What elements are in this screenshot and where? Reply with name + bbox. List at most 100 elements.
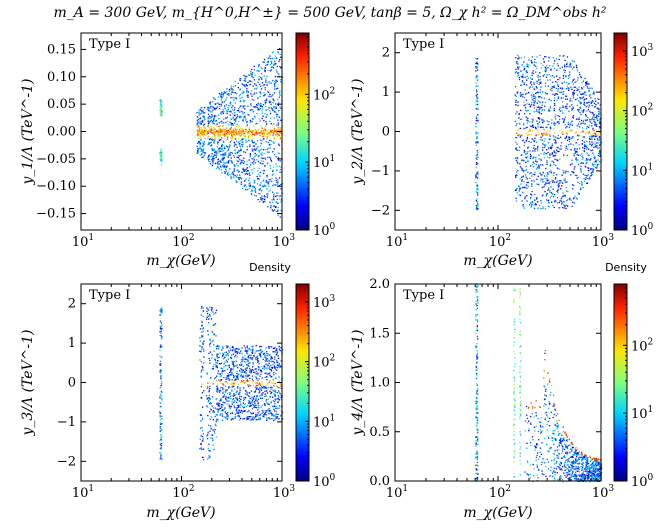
data-point (477, 97, 479, 99)
data-point (212, 132, 214, 135)
data-point (580, 113, 582, 116)
data-point (520, 84, 523, 86)
data-point (582, 187, 584, 189)
data-point (595, 142, 597, 144)
data-point (228, 386, 230, 388)
data-point (269, 101, 272, 103)
data-point (230, 137, 232, 139)
data-point (203, 143, 205, 145)
data-point (561, 203, 563, 205)
data-point (569, 73, 571, 75)
data-point (527, 150, 529, 153)
data-point (586, 119, 588, 121)
data-point (244, 355, 246, 357)
data-point (244, 371, 246, 373)
data-point (248, 80, 251, 82)
data-point (234, 382, 236, 385)
data-point (566, 85, 568, 87)
data-point (593, 142, 595, 144)
data-point (533, 104, 535, 107)
data-point (228, 366, 230, 368)
data-point (256, 113, 258, 115)
data-point (476, 208, 478, 211)
data-point (228, 350, 230, 352)
data-point (244, 370, 246, 373)
data-point (220, 105, 223, 107)
data-point (569, 105, 571, 108)
data-point (270, 140, 273, 142)
data-point (263, 184, 265, 186)
data-point (535, 86, 537, 88)
data-point (278, 60, 280, 63)
data-point (265, 372, 267, 374)
data-point (215, 335, 217, 337)
data-point (233, 385, 235, 388)
data-point (586, 125, 588, 128)
data-point (238, 400, 241, 402)
data-point (219, 363, 221, 365)
data-point (222, 159, 225, 161)
data-point (203, 134, 205, 136)
data-point (257, 198, 259, 201)
data-point (222, 134, 224, 136)
data-point (274, 63, 276, 65)
data-point (237, 411, 239, 413)
data-point (267, 183, 269, 185)
data-point (215, 362, 217, 364)
data-point (160, 164, 163, 166)
data-point (232, 124, 234, 126)
data-point (221, 137, 223, 139)
data-point (476, 75, 478, 77)
data-point (212, 160, 214, 162)
data-point (581, 182, 583, 184)
data-point (242, 381, 245, 384)
data-point (161, 435, 163, 437)
data-point (270, 144, 272, 146)
data-point (203, 362, 205, 364)
data-point (253, 106, 255, 108)
data-point (201, 121, 203, 123)
data-point (593, 114, 595, 116)
data-point (211, 308, 213, 310)
data-point (575, 132, 577, 134)
data-point (521, 176, 523, 178)
data-point (211, 405, 213, 407)
data-point (259, 346, 261, 348)
data-point (275, 177, 277, 179)
data-point (596, 115, 598, 117)
data-point (231, 134, 233, 136)
data-point (526, 119, 528, 121)
data-point (257, 414, 259, 416)
data-point (269, 374, 271, 377)
data-point (254, 189, 256, 192)
data-point (249, 144, 251, 146)
data-point (231, 161, 233, 163)
data-point (553, 138, 555, 141)
data-point (230, 93, 232, 95)
data-point (218, 404, 220, 406)
data-point (202, 343, 204, 346)
data-point (269, 165, 271, 167)
data-point (236, 397, 238, 399)
data-point (526, 181, 528, 184)
data-point (209, 342, 211, 344)
data-point (236, 398, 239, 401)
data-point (537, 201, 539, 203)
data-point (206, 435, 208, 437)
data-point (230, 349, 232, 351)
data-point (212, 419, 214, 421)
data-point (202, 448, 205, 450)
data-point (475, 101, 477, 103)
data-point (558, 122, 560, 125)
data-point (246, 167, 248, 169)
data-point (250, 404, 253, 407)
data-point (159, 106, 161, 108)
data-point (262, 135, 264, 138)
data-point (542, 91, 544, 93)
data-point (531, 62, 533, 64)
data-point (584, 145, 586, 148)
data-point (203, 126, 205, 128)
data-point (227, 172, 229, 174)
data-point (276, 135, 278, 137)
data-point (277, 152, 279, 154)
